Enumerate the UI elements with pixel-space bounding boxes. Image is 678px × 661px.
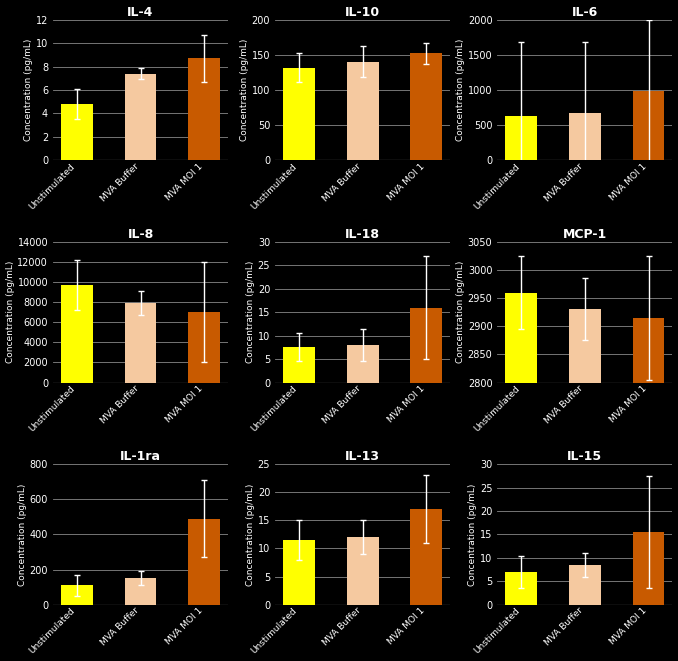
Bar xyxy=(346,62,378,161)
Bar xyxy=(125,578,157,605)
Bar xyxy=(61,285,93,383)
Bar xyxy=(283,540,315,605)
Bar xyxy=(505,116,537,161)
Bar xyxy=(633,91,664,161)
Bar xyxy=(505,572,537,605)
Bar xyxy=(505,293,537,661)
Title: IL-4: IL-4 xyxy=(127,5,154,19)
Bar xyxy=(346,345,378,383)
Y-axis label: Concentration (pg/mL): Concentration (pg/mL) xyxy=(456,39,465,141)
Bar xyxy=(61,586,93,605)
Title: IL-6: IL-6 xyxy=(572,5,598,19)
Y-axis label: Concentration (pg/mL): Concentration (pg/mL) xyxy=(246,261,255,364)
Title: IL-10: IL-10 xyxy=(345,5,380,19)
Bar xyxy=(410,54,442,161)
Bar xyxy=(61,104,93,161)
Y-axis label: Concentration (pg/mL): Concentration (pg/mL) xyxy=(468,483,477,586)
Bar xyxy=(410,509,442,605)
Title: IL-1ra: IL-1ra xyxy=(120,450,161,463)
Y-axis label: Concentration (pg/mL): Concentration (pg/mL) xyxy=(24,39,33,141)
Bar xyxy=(125,303,157,383)
Title: MCP-1: MCP-1 xyxy=(563,228,607,241)
Y-axis label: Concentration (pg/mL): Concentration (pg/mL) xyxy=(5,261,14,364)
Y-axis label: Concentration (pg/mL): Concentration (pg/mL) xyxy=(240,39,249,141)
Bar xyxy=(410,307,442,383)
Bar xyxy=(569,112,601,161)
Bar xyxy=(569,565,601,605)
Title: IL-18: IL-18 xyxy=(345,228,380,241)
Bar xyxy=(125,73,157,161)
Bar xyxy=(188,58,220,161)
Bar xyxy=(283,67,315,161)
Bar xyxy=(283,348,315,383)
Bar xyxy=(188,519,220,605)
Y-axis label: Concentration (pg/mL): Concentration (pg/mL) xyxy=(456,261,465,364)
Y-axis label: Concentration (pg/mL): Concentration (pg/mL) xyxy=(246,483,255,586)
Bar xyxy=(633,532,664,605)
Y-axis label: Concentration (pg/mL): Concentration (pg/mL) xyxy=(18,483,27,586)
Title: IL-15: IL-15 xyxy=(567,450,603,463)
Bar xyxy=(346,537,378,605)
Title: IL-13: IL-13 xyxy=(345,450,380,463)
Bar xyxy=(188,312,220,383)
Bar xyxy=(569,309,601,661)
Bar xyxy=(633,318,664,661)
Title: IL-8: IL-8 xyxy=(127,228,154,241)
